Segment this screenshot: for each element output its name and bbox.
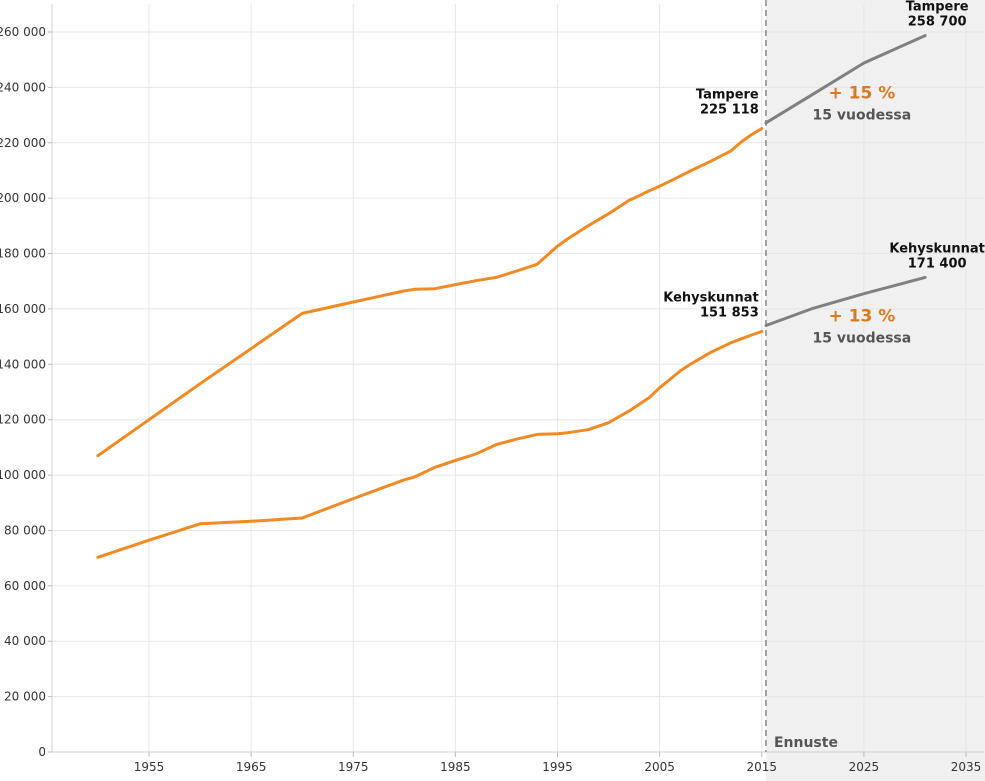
x-tick-label: 1975	[338, 760, 369, 774]
y-tick-label: 220 000	[0, 136, 46, 150]
y-tick-label: 60 000	[4, 579, 46, 593]
series-line-tampere	[96, 127, 764, 458]
x-tick-label: 2025	[849, 760, 880, 774]
growth-tampere-sub: 15 vuodessa	[813, 107, 912, 123]
y-tick-label: 200 000	[0, 191, 46, 205]
anno-kehyskunnat-2031-line: 171 400	[908, 256, 967, 271]
y-tick-label: 40 000	[4, 634, 46, 648]
anno-tampere-2015-line: Tampere	[696, 88, 759, 103]
growth-kehyskunnat-sub: 15 vuodessa	[813, 330, 912, 346]
y-tick-label: 140 000	[0, 357, 46, 371]
anno-kehyskunnat-2015-line: 151 853	[700, 305, 759, 320]
anno-kehyskunnat-2031-line: Kehyskunnat	[889, 241, 985, 256]
y-tick-label: 20 000	[4, 690, 46, 704]
y-tick-label: 180 000	[0, 247, 46, 261]
y-tick-label: 100 000	[0, 468, 46, 482]
series-line-kehyskunnat_forecast	[764, 275, 927, 327]
y-tick-label: 0	[38, 745, 46, 759]
forecast-label: Ennuste	[774, 735, 838, 751]
x-tick-label: 1985	[440, 760, 471, 774]
y-tick-label: 120 000	[0, 413, 46, 427]
anno-tampere-2031-line: 258 700	[908, 15, 967, 30]
series-line-kehyskunnat	[96, 330, 764, 559]
y-tick-label: 240 000	[0, 80, 46, 94]
x-tick-label: 2035	[951, 760, 982, 774]
forecast-region	[765, 0, 985, 781]
x-tick-label: 1955	[134, 760, 165, 774]
x-tick-label: 2015	[746, 760, 777, 774]
growth-kehyskunnat: + 13 % 15 vuodessa	[813, 306, 912, 346]
anno-tampere-2031-line: Tampere	[906, 0, 969, 15]
anno-tampere-2015-line: 225 118	[700, 103, 759, 118]
growth-tampere: + 15 % 15 vuodessa	[813, 83, 912, 123]
x-tick-label: 2005	[644, 760, 675, 774]
x-tick-label: 1965	[236, 760, 267, 774]
anno-kehyskunnat-2015-line: Kehyskunnat	[663, 290, 759, 305]
growth-tampere-pct: + 15 %	[828, 83, 895, 103]
growth-kehyskunnat-pct: + 13 %	[828, 306, 895, 326]
y-tick-label: 260 000	[0, 25, 46, 39]
x-tick-label: 1995	[542, 760, 573, 774]
y-tick-label: 160 000	[0, 302, 46, 316]
y-tick-label: 80 000	[4, 523, 46, 537]
series-line-tampere_forecast	[764, 34, 927, 125]
